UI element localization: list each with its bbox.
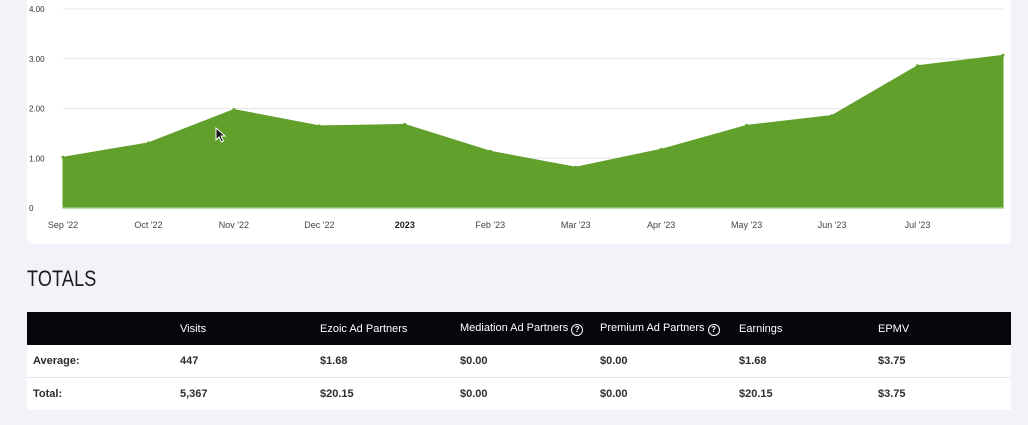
data-point — [916, 64, 920, 68]
data-point — [1001, 53, 1005, 57]
y-tick-label: 3.00 — [29, 55, 45, 64]
cell-epmv: $3.75 — [878, 355, 906, 367]
header-mediation-ad-partners: Mediation Ad Partners? — [460, 312, 600, 345]
x-tick-label: May '23 — [731, 220, 762, 230]
cell-epmv: $3.75 — [878, 377, 1011, 410]
data-point — [488, 149, 492, 153]
data-point — [659, 147, 663, 151]
x-tick-label: 2023 — [395, 220, 415, 230]
header-ezoic-ad-partners: Ezoic Ad Partners — [320, 322, 408, 335]
cell-earnings: $1.68 — [739, 355, 767, 367]
x-tick-label: Sep '22 — [48, 220, 78, 230]
x-tick-label: Mar '23 — [561, 220, 591, 230]
header-visits: Visits — [180, 322, 207, 335]
earnings-area-chart[interactable]: 0 1.00 2.00 3.00 4.00 Sep '22 Oct '22 Nov '22 De… — [27, 0, 1011, 244]
cell-mediation: $0.00 — [460, 355, 488, 367]
earnings-chart-card: 0 1.00 2.00 3.00 4.00 Sep '22 Oct '22 Nov '22 De… — [27, 0, 1011, 244]
earnings-area-series — [62, 54, 1004, 209]
help-icon[interactable]: ? — [571, 323, 584, 336]
totals-table: Visits Ezoic Ad Partners Mediation Ad Pa… — [27, 312, 1011, 410]
data-point — [146, 141, 150, 145]
mouse-pointer-icon — [215, 127, 227, 143]
data-point — [745, 123, 749, 127]
y-tick-label: 4.00 — [29, 5, 45, 14]
header-epmv: EPMV — [878, 322, 910, 335]
data-point — [317, 124, 321, 128]
table-row-total: Total: 5,367 $20.15 $0.00 $0.00 $20.15 $… — [27, 377, 1011, 410]
y-tick-label: 2.00 — [29, 105, 45, 114]
cell-visits: 447 — [180, 355, 199, 367]
x-tick-label: Nov '22 — [219, 220, 249, 230]
data-point — [574, 165, 578, 169]
help-icon[interactable]: ? — [707, 323, 720, 336]
cell-ezoic: $20.15 — [320, 377, 460, 410]
x-tick-label: Dec '22 — [304, 220, 334, 230]
cell-ezoic: $1.68 — [320, 355, 348, 367]
x-tick-label: Jun '23 — [818, 220, 847, 230]
x-tick-label: Jul '23 — [905, 220, 931, 230]
header-empty — [27, 312, 180, 345]
data-point — [232, 107, 236, 111]
row-label: Average: — [33, 355, 80, 367]
header-premium-ad-partners: Premium Ad Partners? — [600, 312, 739, 345]
table-row-average: Average: 447 $1.68 $0.00 $0.00 $1.68 $3.… — [27, 345, 1011, 378]
cell-premium: $0.00 — [600, 355, 628, 367]
cell-earnings: $20.15 — [739, 377, 878, 410]
data-point — [830, 113, 834, 117]
cell-mediation: $0.00 — [460, 377, 600, 410]
row-label: Total: — [27, 377, 180, 410]
header-earnings: Earnings — [739, 322, 783, 335]
data-point — [61, 155, 65, 159]
totals-heading: TOTALS — [27, 266, 97, 291]
x-tick-label: Apr '23 — [647, 220, 675, 230]
cell-visits: 5,367 — [180, 377, 320, 410]
totals-header-row: Visits Ezoic Ad Partners Mediation Ad Pa… — [27, 312, 1011, 345]
data-point — [403, 122, 407, 126]
y-tick-label: 0 — [29, 204, 34, 213]
cell-premium: $0.00 — [600, 377, 739, 410]
x-tick-label: Oct '22 — [134, 220, 162, 230]
x-tick-label: Feb '23 — [475, 220, 505, 230]
y-tick-label: 1.00 — [29, 154, 45, 163]
